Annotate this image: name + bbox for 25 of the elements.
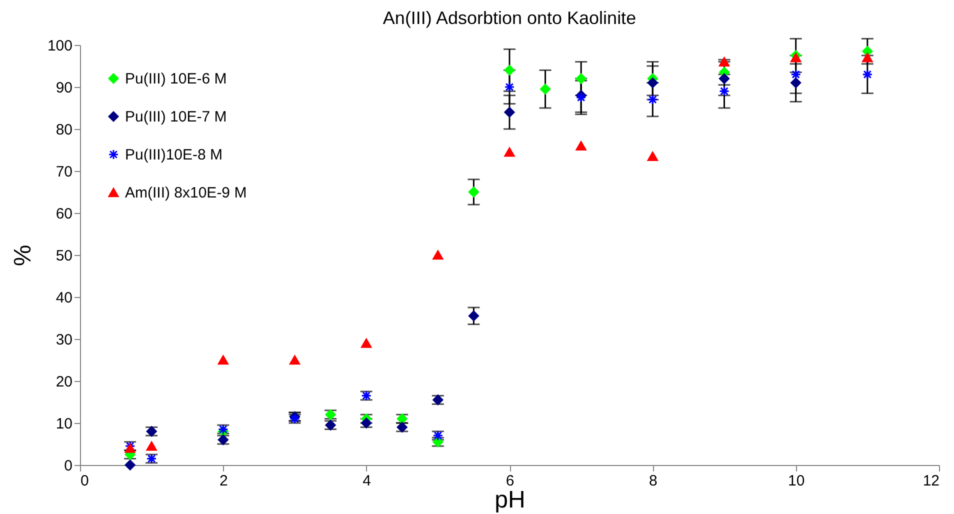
y-tick-label: 100 xyxy=(47,38,72,54)
chart-title: An(III) Adsorbtion onto Kaolinite xyxy=(382,8,636,28)
y-axis-title: % xyxy=(9,244,36,266)
y-tick-label: 60 xyxy=(56,206,72,222)
y-tick-label: 90 xyxy=(56,80,72,96)
legend-label: Pu(III) 10E-7 M xyxy=(125,108,227,126)
legend-label: Am(III) 8x10E-9 M xyxy=(125,184,247,202)
y-tick-label: 80 xyxy=(56,122,72,138)
legend-label: Pu(III)10E-8 M xyxy=(125,146,223,164)
x-tick-label: 12 xyxy=(922,472,940,490)
x-tick-label: 0 xyxy=(80,472,89,490)
x-axis-title: pH xyxy=(494,486,526,514)
y-tick-label: 20 xyxy=(56,374,72,390)
y-tick-label: 0 xyxy=(64,458,72,474)
x-tick-label: 2 xyxy=(219,472,228,490)
y-tick-label: 70 xyxy=(56,164,72,180)
x-tick-label: 6 xyxy=(506,472,514,490)
y-tick-label: 40 xyxy=(56,290,72,306)
y-tick-label: 30 xyxy=(56,332,72,348)
y-tick-label: 10 xyxy=(56,416,72,432)
x-tick-label: 4 xyxy=(362,472,372,490)
y-tick-label: 50 xyxy=(56,248,72,264)
x-tick-label: 8 xyxy=(648,472,658,490)
x-tick-label: 10 xyxy=(788,472,805,490)
legend-label: Pu(III) 10E-6 M xyxy=(125,70,227,88)
